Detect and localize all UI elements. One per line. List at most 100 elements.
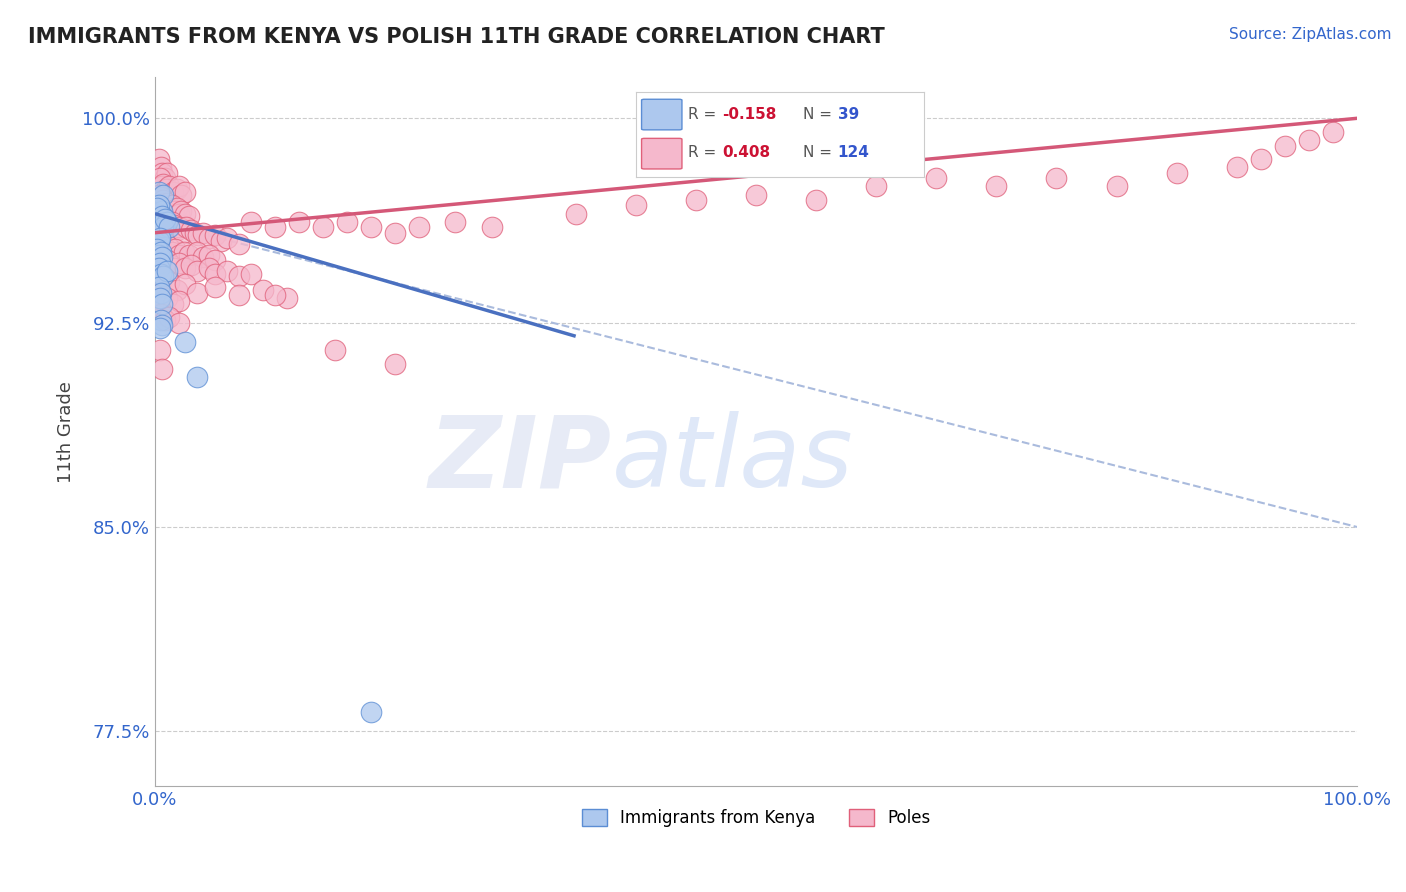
Point bbox=[865, 179, 887, 194]
Point bbox=[150, 212, 173, 227]
Point bbox=[149, 207, 172, 221]
Point bbox=[148, 198, 170, 212]
Point bbox=[166, 223, 188, 237]
Point bbox=[165, 242, 187, 256]
Point bbox=[624, 198, 647, 212]
Point bbox=[156, 215, 179, 229]
Point bbox=[156, 218, 179, 232]
Point bbox=[150, 203, 173, 218]
Point bbox=[157, 201, 180, 215]
Point bbox=[149, 288, 172, 302]
Point bbox=[150, 223, 173, 237]
Point bbox=[1226, 161, 1249, 175]
Text: IMMIGRANTS FROM KENYA VS POLISH 11TH GRADE CORRELATION CHART: IMMIGRANTS FROM KENYA VS POLISH 11TH GRA… bbox=[28, 27, 884, 46]
Point bbox=[149, 193, 172, 207]
Point bbox=[204, 252, 226, 267]
Point bbox=[336, 215, 359, 229]
Point bbox=[157, 275, 180, 289]
Point bbox=[160, 198, 183, 212]
Point bbox=[1322, 125, 1344, 139]
Point bbox=[149, 171, 172, 186]
Point bbox=[276, 291, 298, 305]
Point bbox=[228, 288, 250, 302]
Point bbox=[174, 277, 197, 292]
Point bbox=[162, 296, 184, 310]
Point bbox=[150, 210, 173, 224]
Point bbox=[150, 362, 173, 376]
Point bbox=[150, 166, 173, 180]
Point bbox=[150, 256, 173, 270]
Point bbox=[149, 215, 172, 229]
Point bbox=[148, 185, 170, 199]
Point bbox=[198, 231, 221, 245]
Point bbox=[204, 267, 226, 281]
Point bbox=[150, 267, 173, 281]
Point bbox=[163, 203, 186, 218]
Point bbox=[150, 285, 173, 300]
Point bbox=[191, 250, 214, 264]
Point bbox=[1166, 166, 1188, 180]
Point bbox=[163, 218, 186, 232]
Point bbox=[157, 239, 180, 253]
Point bbox=[204, 228, 226, 243]
Point bbox=[170, 187, 193, 202]
Point bbox=[156, 252, 179, 267]
Point bbox=[209, 234, 232, 248]
Point bbox=[167, 179, 190, 194]
Point bbox=[198, 261, 221, 276]
Point bbox=[198, 247, 221, 261]
Point bbox=[153, 280, 176, 294]
Point bbox=[360, 220, 382, 235]
Point bbox=[156, 264, 179, 278]
Point bbox=[149, 252, 172, 267]
Point bbox=[167, 207, 190, 221]
Point bbox=[177, 210, 200, 224]
Point bbox=[157, 310, 180, 325]
Point bbox=[564, 207, 586, 221]
Y-axis label: 11th Grade: 11th Grade bbox=[58, 381, 75, 483]
Point bbox=[156, 195, 179, 210]
Point bbox=[150, 308, 173, 322]
Point bbox=[153, 313, 176, 327]
Point bbox=[167, 247, 190, 261]
Point bbox=[252, 283, 274, 297]
Point bbox=[149, 343, 172, 357]
Point bbox=[167, 316, 190, 330]
Point bbox=[186, 244, 208, 259]
Point bbox=[149, 231, 172, 245]
Point bbox=[183, 226, 205, 240]
Point bbox=[804, 193, 827, 207]
Point bbox=[150, 244, 173, 259]
Point bbox=[153, 259, 176, 273]
Point bbox=[148, 226, 170, 240]
Point bbox=[150, 190, 173, 204]
Point bbox=[150, 318, 173, 333]
Point bbox=[149, 228, 172, 243]
Point bbox=[148, 261, 170, 276]
Point bbox=[174, 185, 197, 199]
Point bbox=[1274, 138, 1296, 153]
Point bbox=[166, 283, 188, 297]
Text: Source: ZipAtlas.com: Source: ZipAtlas.com bbox=[1229, 27, 1392, 42]
Point bbox=[167, 256, 190, 270]
Point bbox=[172, 226, 194, 240]
Point bbox=[155, 182, 177, 196]
Point bbox=[146, 201, 169, 215]
Point bbox=[150, 179, 173, 194]
Point bbox=[148, 234, 170, 248]
Point bbox=[150, 215, 173, 229]
Point bbox=[288, 215, 311, 229]
Point bbox=[153, 212, 176, 227]
Point bbox=[156, 166, 179, 180]
Point bbox=[148, 247, 170, 261]
Point bbox=[153, 171, 176, 186]
Point bbox=[204, 280, 226, 294]
Point bbox=[481, 220, 503, 235]
Point bbox=[1250, 152, 1272, 166]
Point bbox=[148, 152, 170, 166]
Point bbox=[173, 244, 195, 259]
Point bbox=[152, 293, 174, 308]
Text: ZIP: ZIP bbox=[429, 411, 612, 508]
Point bbox=[150, 220, 173, 235]
Legend: Immigrants from Kenya, Poles: Immigrants from Kenya, Poles bbox=[575, 803, 936, 834]
